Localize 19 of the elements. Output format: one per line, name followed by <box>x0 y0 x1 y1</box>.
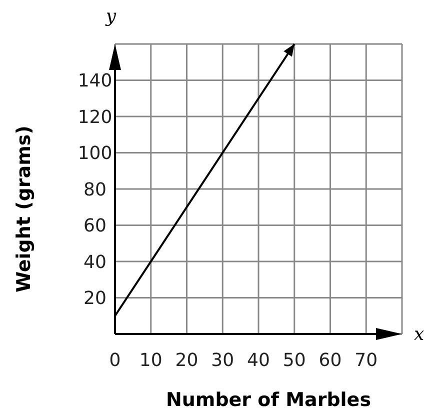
x-tick-label: 50 <box>282 350 306 371</box>
x-tick-label: 30 <box>211 350 234 371</box>
y-tick-label: 40 <box>84 252 106 273</box>
y-tick-label: 120 <box>78 106 112 128</box>
y-axis-title: Weight (grams) <box>13 126 35 292</box>
y-tick-label: 20 <box>84 288 106 310</box>
x-tick-label: 0 <box>109 350 121 371</box>
x-tick-label: 40 <box>247 350 270 371</box>
x-tick-label: 70 <box>354 350 378 371</box>
text: y <box>104 6 117 27</box>
x-tick-label: 10 <box>139 350 162 371</box>
y-tick-label: 100 <box>78 143 112 164</box>
text: x <box>414 324 424 345</box>
y-tick-label: 140 <box>78 70 112 92</box>
x-tick-label: 20 <box>175 350 198 371</box>
y-tick-label: 80 <box>84 179 106 200</box>
x-axis-title: Number of Marbles <box>166 389 372 411</box>
y-tick-label: 60 <box>84 216 106 237</box>
x-tick-label: 60 <box>318 350 342 371</box>
